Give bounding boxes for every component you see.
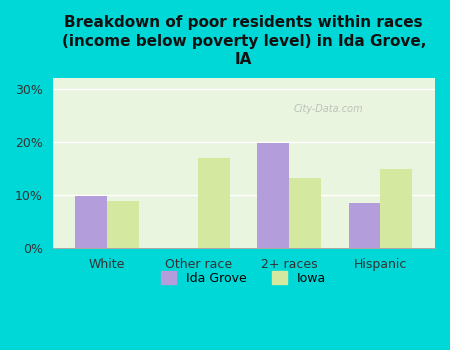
Text: City-Data.com: City-Data.com — [293, 104, 363, 114]
Bar — [289, 178, 321, 248]
Bar — [257, 143, 289, 248]
Bar — [348, 203, 380, 248]
Title: Breakdown of poor residents within races
(income below poverty level) in Ida Gro: Breakdown of poor residents within races… — [62, 15, 426, 67]
Bar — [107, 202, 139, 248]
Legend: Ida Grove, Iowa: Ida Grove, Iowa — [156, 266, 331, 290]
Bar — [198, 158, 230, 248]
Bar — [380, 168, 412, 248]
Bar — [75, 196, 107, 248]
